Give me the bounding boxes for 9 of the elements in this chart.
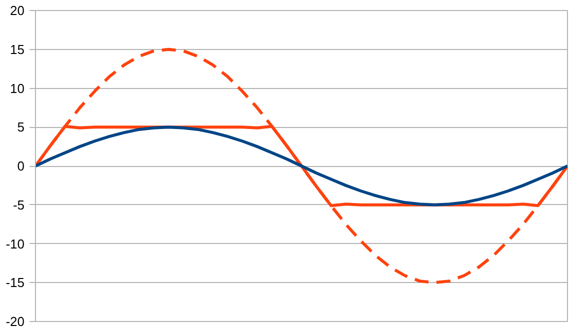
y-tick-label: -15 [6,275,25,290]
y-tick-label: -5 [12,197,25,212]
y-tick-label: -20 [6,314,25,329]
y-tick-label: 5 [17,120,25,135]
y-tick-label: 0 [17,158,25,174]
y-tick-label: -10 [6,236,25,252]
y-tick-label: 10 [10,80,25,96]
y-tick-label: 15 [10,42,25,57]
y-tick-label: 20 [10,3,25,18]
